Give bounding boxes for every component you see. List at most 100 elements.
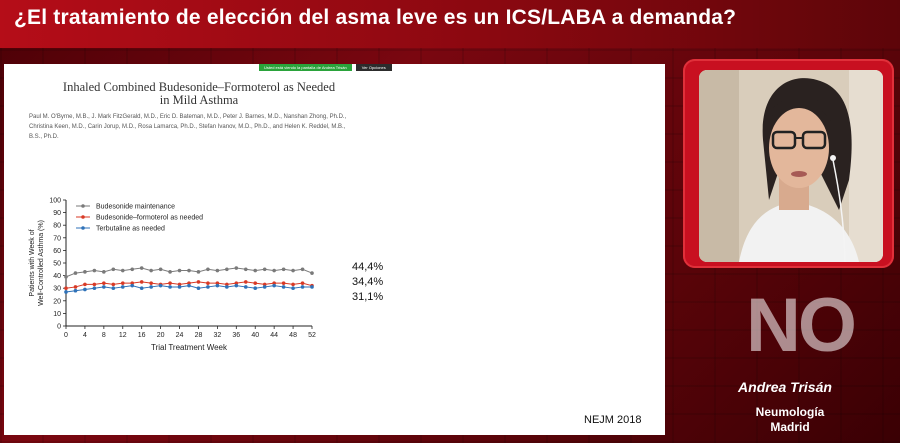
data-point — [83, 287, 87, 292]
data-point — [83, 270, 87, 274]
data-point — [234, 281, 239, 285]
page-title: ¿El tratamiento de elección del asma lev… — [14, 6, 737, 29]
data-point — [111, 282, 116, 287]
legend-label: Budesonide–formoterol as needed — [96, 215, 203, 222]
answer-no: NO — [746, 283, 857, 368]
data-point — [215, 281, 220, 285]
data-point — [225, 282, 229, 287]
data-point — [92, 286, 97, 290]
x-tick-label: 20 — [157, 332, 165, 339]
data-point — [111, 267, 116, 272]
legend-marker — [81, 226, 85, 230]
data-point — [130, 281, 135, 285]
data-point — [168, 270, 172, 274]
data-point — [196, 270, 201, 274]
data-point — [149, 285, 153, 289]
data-point — [120, 281, 125, 285]
data-point — [234, 283, 239, 288]
data-point — [225, 285, 229, 289]
data-point — [120, 285, 125, 289]
screen-share-bar: Usted está viendo la pantalla de Andrea … — [259, 64, 392, 71]
y-tick-label: 50 — [53, 261, 61, 268]
data-point — [196, 286, 201, 290]
data-point — [243, 285, 248, 289]
x-axis-label: Trial Treatment Week — [151, 343, 228, 352]
y-tick-label: 100 — [49, 198, 61, 205]
data-point — [177, 285, 182, 289]
data-point — [310, 285, 314, 289]
data-point — [187, 281, 191, 285]
share-status: Usted está viendo la pantalla de Andrea … — [259, 64, 352, 71]
data-point — [300, 285, 305, 289]
x-tick-label: 24 — [176, 332, 184, 339]
data-point — [262, 285, 267, 289]
y-axis-label: Patients with Week of — [29, 229, 36, 296]
end-label-budesonide-formoterol: 34,4% — [352, 276, 384, 288]
data-point — [300, 281, 305, 285]
speaker-name: Andrea Trisán — [738, 379, 832, 395]
data-point — [158, 283, 163, 288]
data-point — [111, 286, 116, 290]
data-point — [253, 268, 258, 273]
data-point — [73, 271, 78, 275]
data-point — [291, 282, 295, 287]
data-point — [272, 283, 276, 288]
data-point — [83, 282, 87, 287]
authors-line: Christina Keen, M.D., Carin Jorup, M.D.,… — [29, 124, 346, 140]
data-point — [253, 286, 258, 290]
data-point — [149, 281, 153, 285]
data-point — [102, 281, 106, 285]
data-point — [187, 268, 191, 273]
data-point — [206, 267, 210, 272]
data-point — [272, 268, 276, 273]
title-bar: ¿El tratamiento de elección del asma lev… — [0, 0, 900, 48]
data-point — [177, 268, 182, 273]
speaker-city: Madrid — [770, 420, 810, 434]
speaker-department: Neumología — [755, 405, 825, 419]
data-point — [310, 271, 314, 275]
data-point — [281, 267, 286, 272]
y-tick-label: 40 — [53, 273, 61, 280]
data-point — [215, 283, 220, 288]
y-tick-label: 0 — [57, 324, 61, 331]
source-citation: NEJM 2018 — [584, 414, 642, 426]
data-point — [243, 267, 248, 272]
x-tick-label: 36 — [232, 332, 240, 339]
data-point — [92, 282, 97, 287]
data-point — [130, 267, 135, 272]
data-point — [149, 268, 153, 273]
data-point — [168, 281, 172, 285]
data-point — [291, 286, 295, 290]
data-point — [281, 285, 286, 289]
paper-title: Inhaled Combined Budesonide–Formoterol a… — [4, 81, 394, 107]
x-tick-label: 44 — [270, 332, 278, 339]
webcam-video — [699, 70, 883, 262]
data-point — [253, 281, 258, 285]
end-label-terbutaline: 31,1% — [352, 291, 384, 303]
shared-screen: Usted está viendo la pantalla de Andrea … — [4, 64, 665, 435]
x-tick-label: 32 — [213, 332, 221, 339]
data-point — [225, 267, 229, 272]
data-point — [177, 282, 182, 287]
data-point — [102, 270, 106, 274]
data-point — [300, 267, 305, 272]
x-tick-label: 28 — [195, 332, 203, 339]
data-point — [120, 268, 125, 273]
x-tick-label: 40 — [251, 332, 259, 339]
data-point — [206, 285, 210, 289]
data-point — [272, 281, 276, 285]
paper-title-line: Inhaled Combined Budesonide–Formoterol a… — [62, 80, 336, 94]
data-point — [73, 285, 78, 289]
data-point — [215, 268, 220, 273]
data-point — [168, 285, 172, 289]
data-point — [130, 283, 135, 288]
paper-authors: Paul M. O'Byrne, M.B., J. Mark FitzGeral… — [29, 112, 359, 142]
data-point — [262, 282, 267, 287]
x-tick-label: 0 — [64, 332, 68, 339]
y-tick-label: 90 — [53, 210, 61, 217]
view-options-button[interactable]: Ver Opciones — [355, 64, 392, 71]
x-tick-label: 4 — [83, 332, 87, 339]
end-label-budesonide: 44,4% — [352, 261, 384, 273]
data-point — [234, 266, 239, 270]
